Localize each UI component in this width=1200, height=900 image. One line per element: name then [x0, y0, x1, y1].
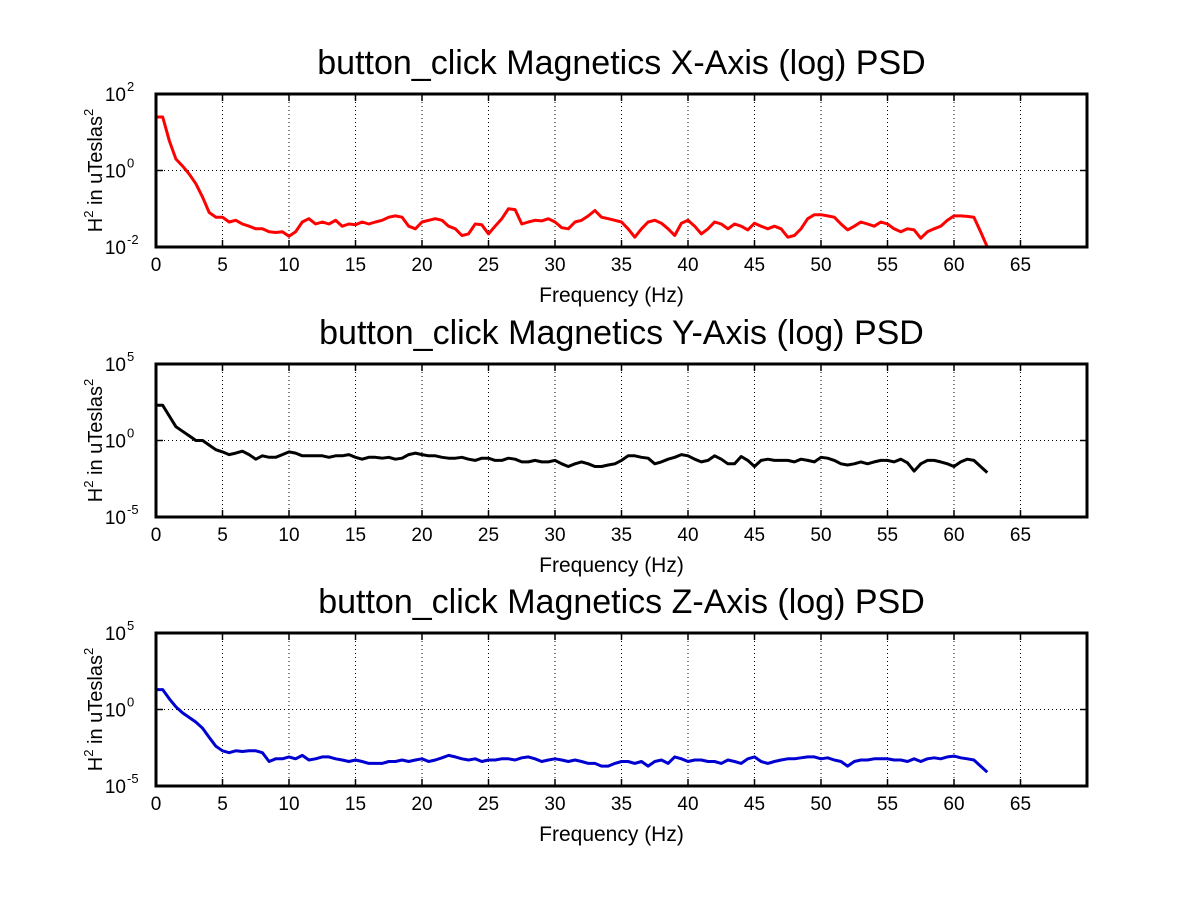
- chart-title: button_click Magnetics X-Axis (log) PSD: [317, 44, 925, 82]
- x-tick-label: 60: [943, 255, 964, 276]
- x-tick-label: 5: [217, 794, 228, 815]
- x-tick-label: 0: [151, 255, 162, 276]
- x-tick-label: 0: [151, 794, 162, 815]
- x-axis-label: Frequency (Hz): [539, 284, 684, 307]
- y-tick-label: 10: [105, 508, 126, 529]
- x-tick-label: 30: [544, 525, 565, 546]
- x-tick-label: 5: [217, 255, 228, 276]
- y-tick-label: 10: [105, 432, 126, 453]
- x-tick-label: 65: [1010, 255, 1031, 276]
- x-tick-label: 35: [611, 794, 632, 815]
- x-tick-label: 15: [345, 794, 366, 815]
- x-tick-label: 50: [810, 794, 831, 815]
- x-tick-label: 20: [411, 794, 432, 815]
- psd-series-line: [156, 688, 989, 774]
- x-tick-label: 35: [611, 525, 632, 546]
- x-tick-label: 15: [345, 255, 366, 276]
- y-tick-exponent: 5: [127, 349, 134, 364]
- x-tick-label: 40: [677, 525, 698, 546]
- x-axis-label: Frequency (Hz): [539, 823, 684, 846]
- y-tick-exponent: 5: [127, 618, 134, 633]
- x-tick-label: 15: [345, 525, 366, 546]
- y-axis-label: H2 in uTeslas2: [81, 109, 107, 232]
- x-tick-label: 65: [1010, 525, 1031, 546]
- chart-title: button_click Magnetics Y-Axis (log) PSD: [319, 314, 924, 352]
- x-tick-label: 45: [744, 525, 765, 546]
- chart-title: button_click Magnetics Z-Axis (log) PSD: [318, 583, 925, 621]
- subplot-z-axis: button_click Magnetics Z-Axis (log) PSD 0…: [81, 583, 1089, 846]
- x-tick-label: 40: [677, 794, 698, 815]
- x-tick-label: 45: [744, 255, 765, 276]
- x-tick-label: 0: [151, 525, 162, 546]
- y-tick-exponent: -5: [127, 502, 139, 517]
- x-tick-label: 10: [278, 525, 299, 546]
- y-tick-label: 10: [105, 238, 126, 259]
- psd-series-line: [156, 403, 989, 474]
- x-tick-label: 20: [411, 525, 432, 546]
- subplot-y-axis: button_click Magnetics Y-Axis (log) PSD 0…: [81, 314, 1089, 577]
- y-tick-label: 10: [105, 777, 126, 798]
- y-tick-label: 10: [105, 162, 126, 183]
- y-tick-exponent: -2: [127, 232, 139, 247]
- x-tick-label: 55: [877, 255, 898, 276]
- subplot-x-axis: button_click Magnetics X-Axis (log) PSD 0…: [81, 44, 1089, 307]
- x-tick-label: 10: [278, 255, 299, 276]
- x-tick-label: 60: [943, 525, 964, 546]
- y-tick-label: 10: [105, 85, 126, 106]
- x-tick-label: 30: [544, 794, 565, 815]
- x-tick-label: 60: [943, 794, 964, 815]
- y-tick-label: 10: [105, 624, 126, 645]
- psd-series-line: [156, 115, 989, 248]
- x-tick-label: 25: [478, 525, 499, 546]
- y-tick-label: 10: [105, 701, 126, 722]
- x-tick-label: 10: [278, 794, 299, 815]
- x-tick-label: 5: [217, 525, 228, 546]
- x-tick-label: 50: [810, 255, 831, 276]
- x-tick-label: 65: [1010, 794, 1031, 815]
- x-tick-label: 35: [611, 255, 632, 276]
- y-tick-exponent: 0: [127, 156, 134, 171]
- y-tick-label: 10: [105, 355, 126, 376]
- x-tick-label: 30: [544, 255, 565, 276]
- x-tick-label: 40: [677, 255, 698, 276]
- x-tick-label: 45: [744, 794, 765, 815]
- x-tick-label: 55: [877, 525, 898, 546]
- y-tick-exponent: 0: [127, 426, 134, 441]
- x-tick-label: 50: [810, 525, 831, 546]
- y-axis-label: H2 in uTeslas2: [81, 379, 107, 502]
- y-tick-exponent: -5: [127, 771, 139, 786]
- x-tick-label: 25: [478, 794, 499, 815]
- x-tick-label: 55: [877, 794, 898, 815]
- x-axis-label: Frequency (Hz): [539, 554, 684, 577]
- x-tick-label: 25: [478, 255, 499, 276]
- y-tick-exponent: 0: [127, 695, 134, 710]
- x-tick-label: 20: [411, 255, 432, 276]
- y-axis-label: H2 in uTeslas2: [81, 648, 107, 771]
- y-tick-exponent: 2: [127, 79, 134, 94]
